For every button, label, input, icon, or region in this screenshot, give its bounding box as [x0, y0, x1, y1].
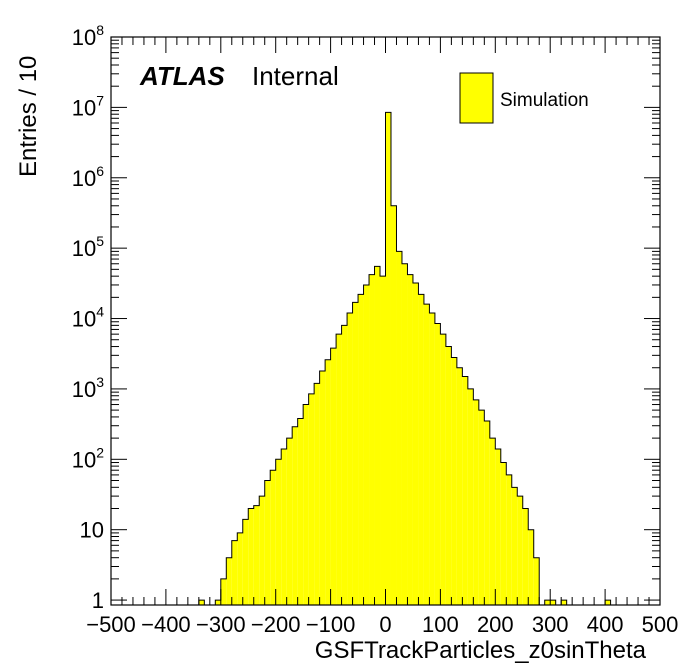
histogram-bar	[297, 418, 304, 605]
histogram-bar	[325, 359, 331, 605]
histogram-bar	[215, 600, 221, 605]
plot-frame	[110, 36, 661, 606]
y-tick-label: 102	[72, 444, 104, 472]
histogram-bar	[380, 276, 386, 605]
y-tick-label: 108	[72, 22, 104, 50]
histogram-bar	[358, 294, 364, 605]
histogram-bar	[434, 323, 441, 605]
histogram-bar	[500, 462, 507, 605]
x-tick-label: −200	[251, 612, 301, 637]
histogram-bar	[303, 404, 309, 605]
internal-label: Internal	[252, 61, 339, 91]
histogram-bar	[385, 112, 391, 605]
histogram-bar	[495, 449, 501, 605]
histogram-bar	[352, 302, 359, 605]
histogram-bar	[330, 348, 337, 605]
histogram-bar	[281, 449, 287, 605]
histogram-bar	[198, 600, 205, 605]
histogram-bar	[407, 274, 413, 605]
histogram-bar	[478, 410, 485, 605]
histogram-bar	[506, 474, 512, 605]
x-tick-label: 300	[532, 612, 569, 637]
histogram-bar	[462, 376, 468, 605]
histogram-bar	[341, 325, 348, 605]
histogram-bar	[336, 334, 342, 605]
histogram-bar	[347, 312, 353, 605]
y-axis-title: Entries / 10	[15, 56, 42, 177]
histogram-bar	[390, 205, 397, 605]
histogram-bar	[237, 532, 243, 605]
x-tick-label: 100	[422, 612, 459, 637]
y-tick-label: 106	[72, 163, 104, 191]
x-tick-label: 400	[587, 612, 624, 637]
y-tick-label: 104	[72, 304, 104, 332]
histogram-bar	[374, 266, 381, 605]
histogram-bar	[248, 508, 254, 605]
histogram-bar	[522, 508, 529, 605]
legend-label: Simulation	[500, 90, 589, 111]
histogram-bar	[440, 334, 446, 605]
y-tick-label: 10	[80, 518, 104, 543]
histogram-bar	[511, 487, 518, 605]
histogram-bar	[253, 505, 260, 605]
histogram-bars	[198, 111, 617, 606]
histogram-bar	[544, 600, 551, 605]
histogram-bar	[445, 346, 452, 605]
histogram-bar	[242, 519, 249, 605]
y-tick-label: 105	[72, 233, 104, 261]
x-tick-label: 0	[379, 612, 391, 637]
histogram-bar	[605, 600, 611, 605]
histogram-bar	[220, 578, 227, 605]
x-tick-label: −400	[141, 612, 191, 637]
histogram-bar	[275, 459, 282, 605]
histogram-bar	[412, 282, 419, 605]
x-tick-label: −500	[86, 612, 136, 637]
histogram-bar	[473, 399, 479, 605]
x-tick-label: 200	[477, 612, 514, 637]
histogram-bar	[292, 426, 298, 605]
histogram-bar	[429, 312, 435, 605]
histogram-bar	[561, 600, 567, 605]
histogram-bar	[418, 294, 424, 605]
y-tick-label: 107	[72, 92, 104, 120]
x-tick-label: −100	[306, 612, 356, 637]
y-tick-label: 103	[72, 374, 104, 402]
histogram-bar	[231, 540, 238, 605]
histogram-bar	[456, 367, 463, 605]
histogram-bar	[319, 370, 326, 605]
histogram-bar	[369, 274, 375, 605]
y-tick-labels: 1 10 102 103 104 105 106 107 108	[72, 22, 104, 613]
x-tick-label: 500	[642, 612, 679, 637]
histogram-bar	[270, 470, 276, 605]
histogram-bar	[314, 383, 320, 605]
histogram-bar	[226, 557, 232, 605]
histogram-bar	[451, 357, 457, 605]
histogram-bar	[489, 438, 496, 605]
histogram-bar	[308, 393, 315, 605]
histogram-bar	[286, 438, 293, 605]
histogram-bar	[484, 421, 490, 605]
histogram-bar	[401, 263, 408, 605]
x-tick-labels: −500 −400 −300 −200 −100 0 100 200 300 400 500	[86, 612, 678, 637]
histogram-bar	[517, 496, 523, 605]
histogram-bar	[363, 284, 370, 605]
histogram-bar	[528, 529, 534, 605]
atlas-label: ATLAS	[139, 61, 225, 91]
histogram-bar	[264, 480, 271, 605]
x-axis-title: GSFTrackParticles_z0sinTheta	[315, 637, 647, 664]
legend-swatch	[459, 72, 494, 124]
histogram-bar	[533, 557, 540, 605]
y-tick-label: 1	[92, 588, 104, 613]
histogram-bar	[423, 304, 430, 605]
histogram-bar	[396, 251, 402, 605]
histogram-bar	[259, 496, 265, 605]
histogram-bar	[467, 388, 474, 605]
histogram-outline	[198, 111, 617, 606]
histogram-bar	[550, 600, 556, 605]
x-tick-label: −300	[196, 612, 246, 637]
